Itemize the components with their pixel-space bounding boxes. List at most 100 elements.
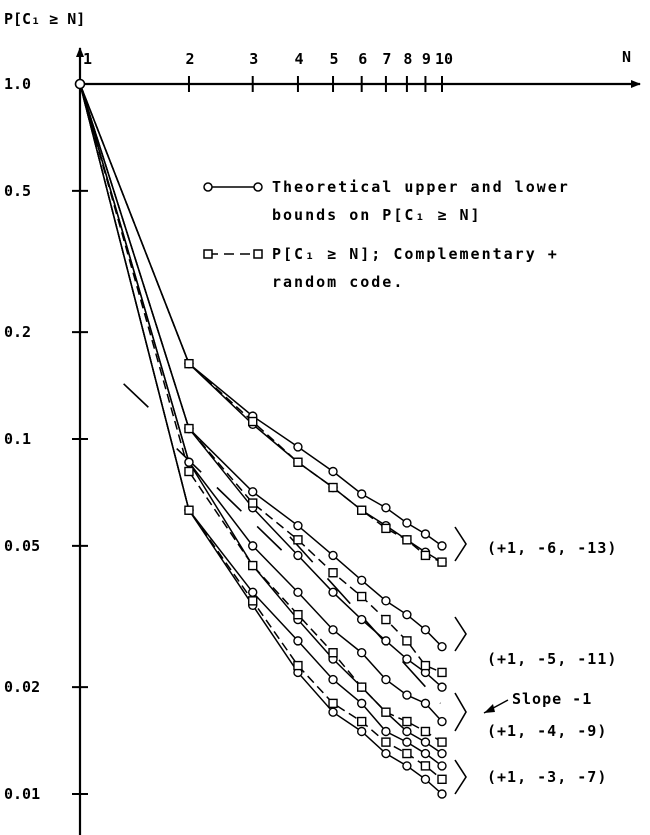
data-point-simulation (402, 636, 412, 646)
x-ticks: 1 2 3 4 5 6 7 8 9 10 (83, 50, 453, 92)
series-line-lower-bound-1 (79, 83, 443, 563)
group-labels: (+1, -6, -13) (+1, -5, -11) (+1, -4, -9)… (454, 526, 617, 795)
group-label-3: (+1, -4, -9) (487, 722, 607, 740)
y-axis-title: P[C₁ ≥ N] (4, 10, 85, 28)
group-label-2: (+1, -5, -11) (487, 650, 617, 668)
data-point-lower-bound (437, 682, 447, 692)
data-point-upper-bound (248, 587, 258, 597)
y-tick-label: 0.02 (4, 678, 40, 696)
slope-annotation-arrowhead (484, 704, 495, 713)
data-point-simulation (328, 568, 338, 578)
data-point-upper-bound (356, 648, 367, 658)
data-point-lower-bound (356, 614, 367, 625)
data-point-upper-bound (402, 518, 412, 528)
data-point-simulation (184, 358, 194, 369)
data-point-simulation (420, 761, 431, 771)
data-point-upper-bound (248, 541, 258, 551)
data-point-lower-bound (328, 587, 338, 597)
legend-entry-simulation: P[C₁ ≥ N]; Complementary + random code. (203, 245, 557, 291)
data-point-simulation (248, 416, 258, 427)
series-line-simulation-4 (79, 83, 443, 780)
x-tick-label: 9 (422, 50, 431, 68)
series-line-lower-bound-4 (79, 83, 443, 795)
y-tick-label: 0.01 (4, 785, 40, 803)
y-tick-label: 0.1 (4, 430, 31, 448)
data-point-upper-bound (381, 596, 391, 606)
data-point-simulation (437, 737, 447, 747)
data-point-lower-bound (328, 707, 338, 717)
data-point-upper-bound (402, 737, 412, 747)
x-tick-label: 2 (185, 50, 194, 68)
data-point-upper-bound (356, 489, 367, 499)
data-point-simulation (356, 505, 367, 515)
data-point-upper-bound (328, 466, 338, 477)
data-point-simulation (184, 505, 194, 515)
data-point-simulation (381, 614, 391, 625)
data-point-upper-bound (420, 698, 431, 709)
data-point-lower-bound (402, 761, 412, 771)
slope-annotation: Slope -1 (512, 690, 592, 708)
group-label-4: (+1, -3, -7) (487, 768, 607, 786)
y-ticks: 1.0 0.5 0.2 0.1 0.05 0.02 0.01 (4, 75, 88, 803)
data-point-upper-bound (293, 442, 303, 452)
y-tick-label: 0.5 (4, 182, 31, 200)
group-brace-1 (454, 526, 467, 562)
data-point-lower-bound (420, 774, 431, 785)
y-tick-label: 1.0 (4, 75, 31, 93)
data-point-upper-bound (402, 690, 412, 700)
data-point-simulation (248, 560, 258, 571)
legend: Theoretical upper and lower bounds on P[… (203, 178, 570, 291)
legend-simulation-marker-right (253, 249, 263, 259)
series-line-simulation-2 (79, 83, 443, 674)
data-point-upper-bound (293, 636, 303, 646)
data-point-upper-bound (328, 550, 338, 561)
data-point-simulation (328, 698, 338, 709)
data-point-upper-bound (437, 641, 447, 652)
data-point-simulation (293, 457, 303, 467)
slope-reference-line (176, 447, 295, 563)
data-point-simulation (248, 596, 258, 606)
data-point-lower-bound (437, 789, 447, 799)
x-tick-label: 1 (83, 50, 92, 68)
data-point-simulation (328, 482, 338, 493)
series-line-simulation-1 (79, 83, 443, 563)
data-point-lower-bound (437, 748, 447, 759)
legend-bounds-line2: bounds on P[C₁ ≥ N] (272, 206, 482, 224)
data-point-lower-bound (381, 636, 391, 646)
x-tick-label: 10 (435, 50, 453, 68)
slope-reference-line (123, 383, 164, 423)
slope-reference-lines (123, 383, 442, 704)
data-point-simulation (437, 557, 447, 567)
data-point-upper-bound (437, 761, 447, 771)
series-line-lower-bound-3 (79, 83, 443, 755)
group-brace-4 (454, 759, 467, 795)
data-point-simulation (356, 682, 367, 692)
data-point-upper-bound (328, 625, 338, 635)
data-point-lower-bound (402, 654, 412, 664)
legend-bounds-line1: Theoretical upper and lower (272, 178, 570, 196)
data-point-lower-bound (402, 726, 412, 737)
series-line-simulation-3 (79, 83, 443, 743)
data-point-simulation (184, 466, 194, 477)
data-point-simulation (437, 774, 447, 785)
data-point-upper-bound (420, 529, 431, 539)
series-line-upper-bound-4 (79, 83, 443, 767)
group-brace-2 (454, 616, 467, 652)
data-point-lower-bound (184, 457, 194, 467)
data-point-upper-bound (420, 748, 431, 759)
data-point-simulation (293, 535, 303, 545)
data-point-upper-bound (248, 487, 258, 497)
data-point-upper-bound (356, 698, 367, 709)
data-point-upper-bound (402, 609, 412, 620)
legend-simulation-line2: random code. (272, 273, 404, 291)
data-point-simulation (437, 667, 447, 678)
data-point-simulation (356, 591, 367, 602)
data-point-lower-bound (381, 748, 391, 759)
group-brace-3 (454, 692, 467, 732)
legend-simulation-marker-left (203, 249, 213, 259)
data-point-upper-bound (381, 674, 391, 685)
x-axis-title: N (622, 48, 631, 66)
data-point-upper-bound (437, 716, 447, 727)
data-point-upper-bound (381, 503, 391, 513)
